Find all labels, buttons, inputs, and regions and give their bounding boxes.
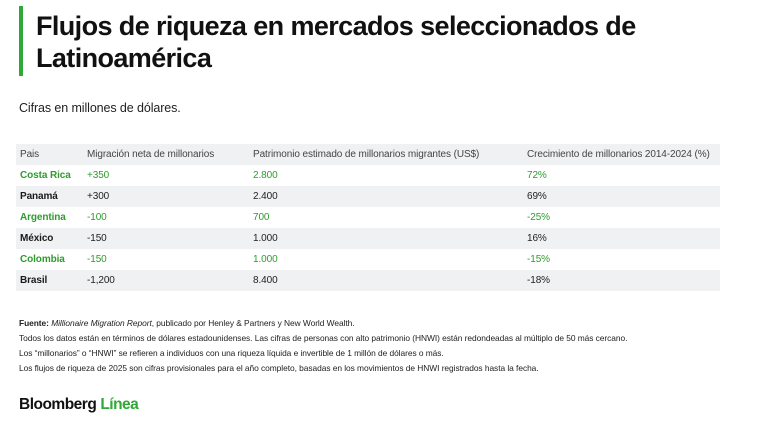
- wealth-cell: 8.400: [249, 270, 523, 291]
- title-block: Flujos de riqueza en mercados selecciona…: [19, 6, 739, 76]
- header-growth: Crecimiento de millonarios 2014-2024 (%): [523, 144, 720, 165]
- country-cell: México: [16, 228, 83, 249]
- table-header-row: Pais Migración neta de millonarios Patri…: [16, 144, 720, 165]
- migration-cell: +300: [83, 186, 249, 207]
- table-row: Colombia -150 1.000 -15%: [16, 249, 720, 270]
- table-row: Argentina -100 700 -25%: [16, 207, 720, 228]
- migration-cell: -150: [83, 228, 249, 249]
- growth-cell: -25%: [523, 207, 720, 228]
- growth-cell: 16%: [523, 228, 720, 249]
- page-subtitle: Cifras en millones de dólares.: [19, 101, 181, 115]
- footnote-line: Todos los datos están en términos de dól…: [19, 333, 628, 343]
- header-migration: Migración neta de millonarios: [83, 144, 249, 165]
- table-row: México -150 1.000 16%: [16, 228, 720, 249]
- footnote-line: Los flujos de riqueza de 2025 son cifras…: [19, 363, 539, 373]
- wealth-cell: 2.400: [249, 186, 523, 207]
- migration-cell: +350: [83, 165, 249, 186]
- title-accent-bar: [19, 6, 23, 76]
- growth-cell: 72%: [523, 165, 720, 186]
- growth-cell: -15%: [523, 249, 720, 270]
- country-cell: Panamá: [16, 186, 83, 207]
- wealth-cell: 1.000: [249, 249, 523, 270]
- bloomberg-linea-logo: Bloomberg Línea: [19, 396, 139, 414]
- source-line: Fuente: Millionaire Migration Report, pu…: [19, 316, 739, 331]
- header-wealth: Patrimonio estimado de millonarios migra…: [249, 144, 523, 165]
- source-label: Fuente:: [19, 318, 49, 328]
- table-row: Brasil -1,200 8.400 -18%: [16, 270, 720, 291]
- page-title: Flujos de riqueza en mercados selecciona…: [36, 11, 636, 73]
- table-row: Costa Rica +350 2.800 72%: [16, 165, 720, 186]
- country-cell: Colombia: [16, 249, 83, 270]
- migration-cell: -1,200: [83, 270, 249, 291]
- country-cell: Costa Rica: [16, 165, 83, 186]
- source-publisher: , publicado por Henley & Partners y New …: [151, 318, 355, 328]
- wealth-cell: 700: [249, 207, 523, 228]
- growth-cell: 69%: [523, 186, 720, 207]
- migration-cell: -100: [83, 207, 249, 228]
- table-row: Panamá +300 2.400 69%: [16, 186, 720, 207]
- wealth-cell: 1.000: [249, 228, 523, 249]
- header-country: Pais: [16, 144, 83, 165]
- migration-cell: -150: [83, 249, 249, 270]
- footnotes: Fuente: Millionaire Migration Report, pu…: [19, 316, 739, 376]
- wealth-flows-table: Pais Migración neta de millonarios Patri…: [16, 144, 720, 291]
- country-cell: Argentina: [16, 207, 83, 228]
- logo-accent: Línea: [100, 396, 139, 413]
- logo-main: Bloomberg: [19, 396, 97, 413]
- footnote-line: Los “millonarios” o “HNWI” se refieren a…: [19, 348, 444, 358]
- country-cell: Brasil: [16, 270, 83, 291]
- wealth-cell: 2.800: [249, 165, 523, 186]
- source-title: Millionaire Migration Report: [51, 318, 152, 328]
- growth-cell: -18%: [523, 270, 720, 291]
